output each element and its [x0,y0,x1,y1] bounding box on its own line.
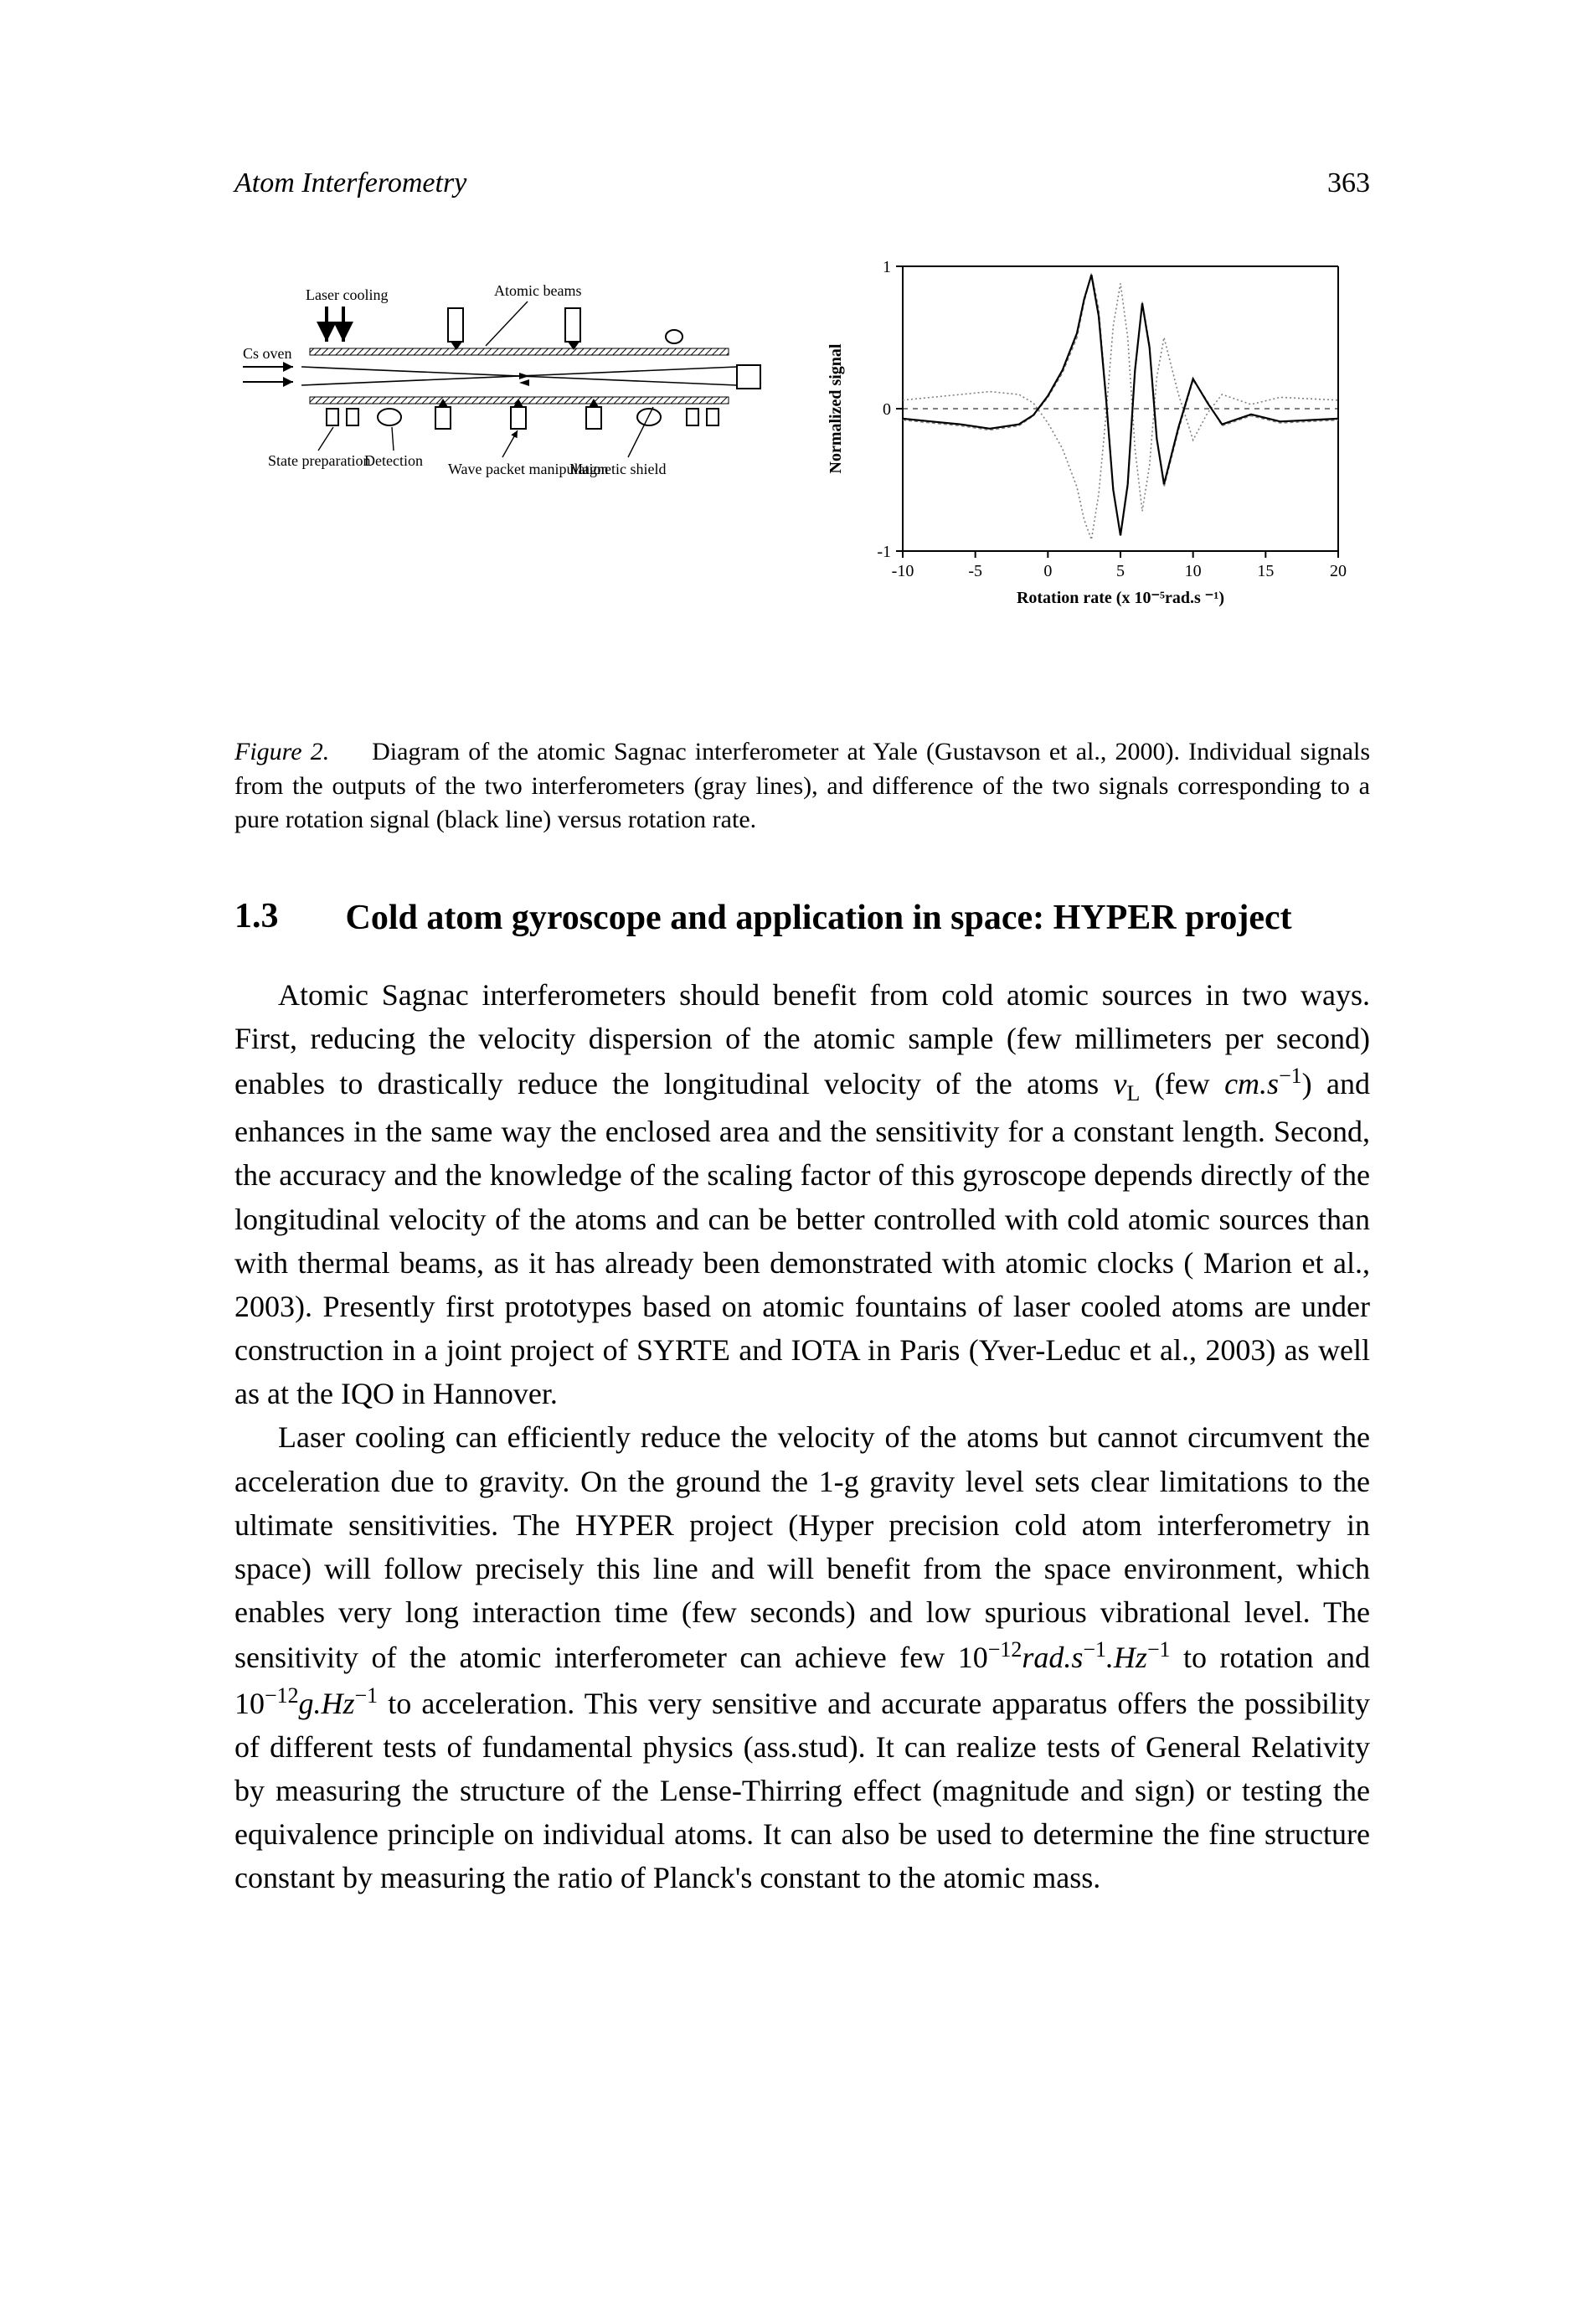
shield-top-icon [310,348,729,355]
p2-exp3: −1 [1083,1637,1106,1662]
p2-text-a: Laser cooling can efficiently reduce the… [234,1420,1370,1674]
figure-caption-text: Diagram of the atomic Sagnac interferome… [234,738,1370,833]
p2-text-c: to acceleration. This very sensitive and… [234,1687,1370,1895]
p1-unit1: cm.s [1224,1067,1279,1100]
p2-text-b: to rotation and [1171,1641,1371,1674]
svg-text:1: 1 [883,258,891,276]
svg-text:5: 5 [1116,562,1125,580]
p2-unit2b: .Hz [1106,1641,1147,1674]
detection-label: Detection [364,452,423,469]
paragraph-1: Atomic Sagnac interferometers should ben… [234,973,1370,1415]
svg-text:Rotation rate (x 10⁻⁵rad.s ⁻¹): Rotation rate (x 10⁻⁵rad.s ⁻¹) [1017,589,1224,607]
atomic-beams-label: Atomic beams [494,282,581,299]
p2-exp6: −1 [355,1683,379,1708]
section-number: 1.3 [234,896,279,940]
state-prep-icon: State preparation [268,409,370,469]
atomic-beams-icon: Atomic beams [448,282,581,350]
page-header: Atom Interferometry 363 [234,167,1370,199]
svg-text:Normalized signal: Normalized signal [827,343,845,473]
figure-caption: Figure 2. Diagram of the atomic Sagnac i… [234,735,1370,837]
page-number: 363 [1327,167,1370,199]
rotation-rate-chart: -101-10-505101520Rotation rate (x 10⁻⁵ra… [819,250,1370,618]
svg-text:20: 20 [1330,562,1347,580]
svg-text:-1: -1 [877,543,891,561]
p1-exp1: −1 [1279,1064,1302,1088]
p2-unit3a: g.Hz [299,1687,355,1720]
p2-exp4: −1 [1147,1637,1171,1662]
figure-caption-label: Figure 2. [234,738,329,765]
p1-text-c: ) and enhances in the same way the enclo… [234,1067,1370,1410]
figure-row: Cs oven Laser cooling Atomic beams [234,250,1370,618]
state-prep-label: State preparation [268,452,370,469]
p1-L: L [1127,1082,1141,1106]
svg-text:-5: -5 [968,562,982,580]
p2-unit2a: rad.s [1022,1641,1083,1674]
section-heading: 1.3 Cold atom gyroscope and application … [234,896,1370,940]
section-title: Cold atom gyroscope and application in s… [346,896,1371,940]
p1-vL: v [1114,1067,1127,1100]
cs-oven-label: Cs oven [243,345,292,362]
p2-exp5: −12 [265,1683,299,1708]
svg-text:0: 0 [883,400,891,419]
p2-ten2: 10 [234,1687,265,1720]
svg-text:10: 10 [1185,562,1202,580]
paragraph-2: Laser cooling can efficiently reduce the… [234,1415,1370,1899]
magnetic-shield-label: Magnetic shield [569,461,666,477]
svg-text:15: 15 [1257,562,1274,580]
cs-oven-icon: Cs oven [243,345,293,382]
p2-exp2: −12 [988,1637,1022,1662]
p2-ten1: 10 [958,1641,988,1674]
svg-text:-10: -10 [892,562,914,580]
laser-cooling-icon: Laser cooling [306,286,388,342]
end-square-icon [737,365,760,389]
svg-text:0: 0 [1043,562,1052,580]
laser-cooling-label: Laser cooling [306,286,388,303]
p1-text-b: (few [1140,1067,1224,1100]
sagnac-diagram: Cs oven Laser cooling Atomic beams [234,250,786,551]
running-title: Atom Interferometry [234,167,466,199]
